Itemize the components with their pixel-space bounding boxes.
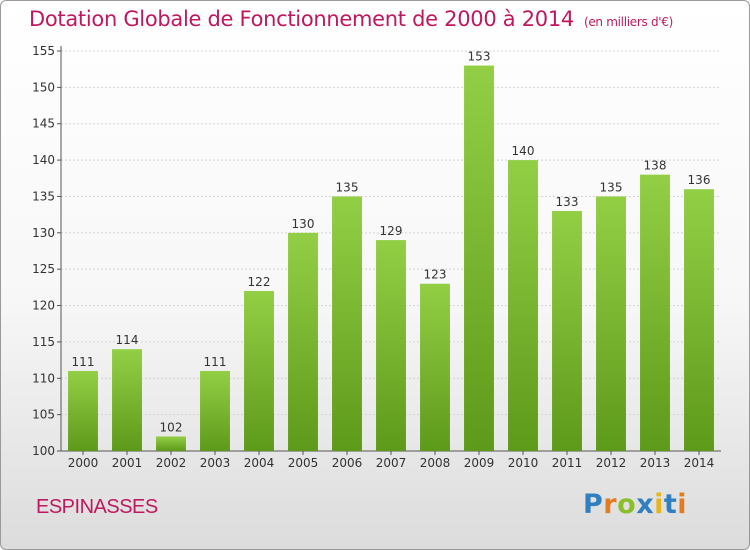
- proxiti-logo[interactable]: Proxiti: [583, 489, 687, 520]
- data-label: 102: [160, 420, 183, 434]
- y-tick-label: 120: [32, 299, 55, 313]
- y-axis: 100 105 110 115 120 125 130 135 140 145 150 155: [32, 44, 721, 458]
- y-tick-label: 135: [32, 189, 55, 203]
- x-tick-label: 2012: [596, 456, 627, 470]
- x-tick-label: 2006: [332, 456, 363, 470]
- bar: [376, 240, 406, 451]
- y-tick-label: 140: [32, 153, 55, 167]
- bar: [112, 349, 142, 451]
- data-label: 136: [688, 173, 711, 187]
- data-label: 114: [116, 333, 139, 347]
- bars: [68, 65, 714, 452]
- bar: [200, 371, 230, 451]
- chart-title-text: Dotation Globale de Fonctionnement de 20…: [29, 7, 574, 31]
- bar: [288, 232, 318, 451]
- x-tick-label: 2003: [200, 456, 231, 470]
- x-tick-label: 2014: [684, 456, 715, 470]
- y-tick-label: 145: [32, 117, 55, 131]
- data-label: 138: [644, 159, 667, 173]
- commune-name: ESPINASSES: [36, 496, 158, 518]
- x-tick-label: 2004: [244, 456, 275, 470]
- bar: [508, 160, 538, 451]
- y-tick-label: 150: [32, 80, 55, 94]
- logo-letter: i: [654, 489, 664, 520]
- bar: [596, 196, 626, 451]
- y-tick-label: 105: [32, 408, 55, 422]
- logo-letter: x: [636, 489, 655, 520]
- data-label: 111: [204, 355, 227, 369]
- logo-letter: o: [617, 489, 637, 520]
- bar: [68, 371, 98, 451]
- data-labels: 111 114 102 111 122 130 135 129 123 153 140 133 135 1…: [72, 50, 711, 435]
- bar: [552, 211, 582, 451]
- x-tick-label: 2009: [464, 456, 495, 470]
- x-tick-label: 2000: [68, 456, 99, 470]
- chart-subtitle: (en milliers d'€): [583, 15, 673, 29]
- bar: [684, 189, 714, 451]
- data-label: 122: [248, 275, 271, 289]
- logo-letter: t: [663, 489, 678, 520]
- data-label: 153: [468, 50, 491, 64]
- bar: [332, 196, 362, 451]
- y-tick-label: 155: [32, 44, 55, 58]
- bar: [156, 436, 186, 451]
- logo-letter: P: [583, 489, 604, 520]
- y-tick-label: 110: [32, 371, 55, 385]
- data-label: 133: [556, 195, 579, 209]
- bar: [640, 174, 670, 452]
- bar: [244, 291, 274, 451]
- x-tick-label: 2011: [552, 456, 583, 470]
- chart-title: Dotation Globale de Fonctionnement de 20…: [29, 7, 673, 31]
- x-tick-label: 2010: [508, 456, 539, 470]
- data-label: 129: [380, 224, 403, 238]
- data-label: 135: [336, 180, 359, 194]
- data-label: 111: [72, 355, 95, 369]
- bar: [464, 65, 494, 451]
- data-label: 140: [512, 144, 535, 158]
- x-tick-label: 2002: [156, 456, 187, 470]
- logo-letter: r: [603, 489, 618, 520]
- y-tick-label: 115: [32, 335, 55, 349]
- x-axis: 2000 2001 2002 2003 2004 2005 2006 2007 2008 2009…: [68, 451, 715, 470]
- bar: [420, 283, 450, 451]
- data-label: 130: [292, 217, 315, 231]
- x-tick-label: 2005: [288, 456, 319, 470]
- x-tick-label: 2008: [420, 456, 451, 470]
- x-tick-label: 2007: [376, 456, 407, 470]
- x-tick-label: 2013: [640, 456, 671, 470]
- logo-letter: i: [677, 489, 688, 520]
- data-label: 123: [424, 268, 447, 282]
- y-tick-label: 100: [32, 444, 55, 458]
- x-tick-label: 2001: [112, 456, 143, 470]
- y-tick-label: 125: [32, 262, 55, 276]
- y-tick-label: 130: [32, 226, 55, 240]
- data-label: 135: [600, 180, 623, 194]
